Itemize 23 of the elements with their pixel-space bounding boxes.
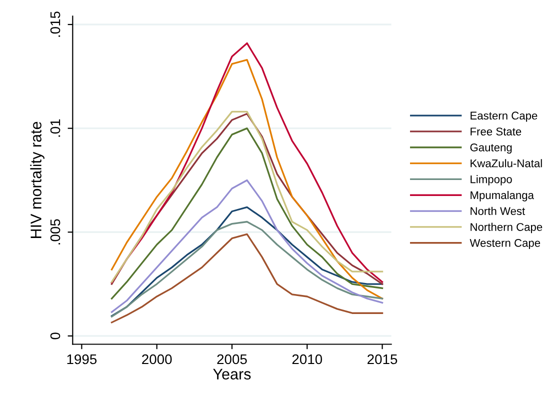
line-series (110, 127, 384, 300)
line-series (110, 233, 384, 324)
legend-label: Northern Cape (470, 222, 542, 234)
y-axis-title: HIV mortality rate (30, 122, 44, 238)
x-tick-label: 2005 (217, 354, 247, 364)
y-tick-label: 0 (50, 332, 60, 340)
legend-label: Gauteng (470, 144, 512, 154)
legend-label: Eastern Cape (470, 112, 538, 122)
y-tick-label: .01 (50, 119, 60, 137)
y-tick-label: .005 (50, 219, 60, 244)
x-tick-label: 2000 (142, 354, 172, 364)
legend-label: KwaZulu-Natal (470, 159, 542, 168)
y-tick-label: .015 (50, 12, 60, 37)
x-tick-label: 1995 (67, 354, 97, 364)
x-axis-title: Years (213, 368, 251, 380)
line-series (110, 179, 384, 313)
x-tick-label: 2015 (368, 354, 398, 364)
legend-label: Free State (470, 128, 522, 136)
x-tick-label: 2010 (292, 354, 322, 364)
legend-label: Mpumalanga (470, 190, 534, 202)
legend-label: Western Cape (470, 238, 540, 250)
legend-label: North West (470, 206, 526, 216)
legend-label: Limpopo (470, 175, 512, 186)
